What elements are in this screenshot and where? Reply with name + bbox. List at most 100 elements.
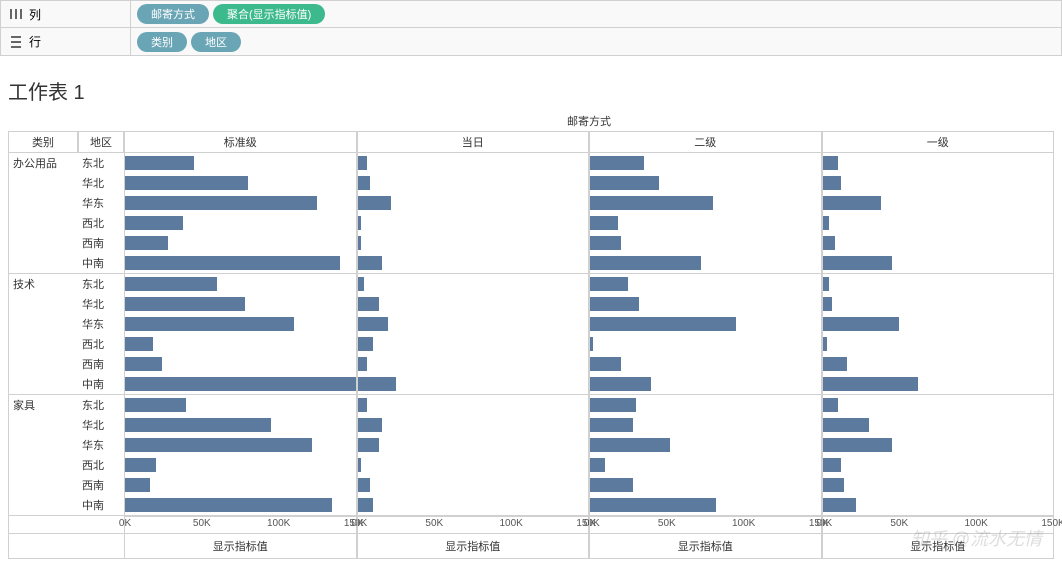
bar — [125, 337, 153, 351]
columns-shelf-label: 列 — [1, 1, 131, 27]
bar — [590, 216, 618, 230]
bar — [358, 277, 364, 291]
bar — [823, 236, 835, 250]
bar-cell — [822, 314, 1055, 334]
bar — [125, 357, 162, 371]
tick-label: 100K — [964, 518, 987, 529]
bar-cell — [822, 455, 1055, 475]
bar-cell — [124, 173, 357, 193]
rows-shelf-label: 行 — [1, 28, 131, 55]
bar — [125, 438, 312, 452]
bar-cell — [822, 193, 1055, 213]
rows-label-text: 行 — [29, 33, 41, 50]
bar — [823, 337, 828, 351]
bar-cell — [357, 334, 590, 354]
bar-cell — [357, 294, 590, 314]
bar-cell — [589, 495, 822, 515]
bar — [823, 458, 841, 472]
bar — [125, 196, 317, 210]
bar — [358, 458, 361, 472]
region-label: 西北 — [78, 455, 124, 475]
bar-cell — [124, 394, 357, 415]
bar-cell — [589, 394, 822, 415]
tick-label: 50K — [890, 518, 908, 529]
bar-cell — [822, 374, 1055, 394]
bar-cell — [124, 334, 357, 354]
bar — [823, 478, 845, 492]
x-axis-title: 显示指标值 — [589, 534, 822, 559]
bar-cell — [822, 475, 1055, 495]
bar-cell — [589, 435, 822, 455]
bar-cell — [124, 314, 357, 334]
bar — [358, 418, 383, 432]
bar — [823, 297, 832, 311]
pill[interactable]: 地区 — [191, 32, 241, 52]
category-label: 家具 — [8, 394, 78, 515]
column-header: 二级 — [589, 131, 822, 153]
tick-label: 100K — [267, 518, 290, 529]
bar — [823, 216, 829, 230]
bar-cell — [124, 374, 357, 394]
bar — [125, 156, 194, 170]
bar — [358, 377, 396, 391]
x-axis: 0K50K100K150K — [357, 516, 590, 534]
bar — [125, 176, 248, 190]
bar — [125, 418, 271, 432]
bar — [590, 256, 701, 270]
bar — [125, 377, 356, 391]
pill[interactable]: 邮寄方式 — [137, 4, 209, 24]
column-header: 一级 — [822, 131, 1055, 153]
columns-shelf: 列 邮寄方式聚合(显示指标值) — [0, 0, 1062, 28]
bar-cell — [589, 193, 822, 213]
bar-cell — [124, 475, 357, 495]
bar — [358, 156, 367, 170]
columns-pills: 邮寄方式聚合(显示指标值) — [131, 4, 331, 24]
bar-cell — [124, 273, 357, 294]
bar-cell — [589, 233, 822, 253]
bar — [358, 357, 367, 371]
bar-cell — [589, 455, 822, 475]
bar — [590, 196, 713, 210]
bar — [823, 357, 848, 371]
bar — [358, 297, 380, 311]
column-header: 标准级 — [124, 131, 357, 153]
sheet-title: 工作表 1 — [0, 56, 1062, 113]
bar — [125, 256, 340, 270]
bar-cell — [822, 354, 1055, 374]
bar — [823, 317, 900, 331]
region-label: 东北 — [78, 273, 124, 293]
region-label: 中南 — [78, 495, 124, 515]
bar-cell — [822, 253, 1055, 273]
bar — [823, 398, 838, 412]
bar — [358, 256, 383, 270]
bar-cell — [822, 495, 1055, 515]
bar — [590, 398, 636, 412]
bar-cell — [357, 435, 590, 455]
pill[interactable]: 类别 — [137, 32, 187, 52]
bar — [590, 337, 593, 351]
tick-label: 50K — [193, 518, 211, 529]
bar — [823, 256, 892, 270]
bar-cell — [822, 233, 1055, 253]
bar — [358, 337, 373, 351]
region-label: 西北 — [78, 334, 124, 354]
tick-label: 0K — [816, 518, 828, 529]
bar — [590, 377, 651, 391]
bar — [590, 498, 716, 512]
bar — [358, 317, 389, 331]
x-axis: 0K50K100K150K — [822, 516, 1055, 534]
bar — [823, 277, 829, 291]
bar-cell — [822, 273, 1055, 294]
bar-cell — [124, 435, 357, 455]
region-label: 东北 — [78, 153, 124, 173]
row-header: 类别 — [8, 131, 78, 153]
bar — [823, 176, 841, 190]
row-header: 地区 — [78, 131, 124, 153]
rows-icon — [9, 35, 23, 49]
bar-cell — [589, 273, 822, 294]
x-axis-title: 显示指标值 — [124, 534, 357, 559]
bar-cell — [822, 334, 1055, 354]
bar — [125, 478, 150, 492]
pill[interactable]: 聚合(显示指标值) — [213, 4, 325, 24]
bar — [823, 498, 857, 512]
